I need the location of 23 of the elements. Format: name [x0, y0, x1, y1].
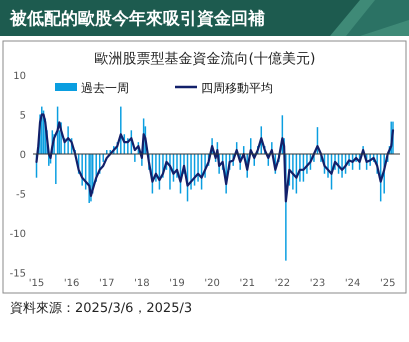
- x-tick-label: '18: [134, 278, 150, 289]
- x-tick-label: '22: [274, 278, 290, 289]
- y-tick-label: 5: [20, 110, 26, 122]
- x-tick-label: '23: [310, 278, 326, 289]
- y-tick-label: -5: [16, 190, 26, 200]
- x-tick-label: '25: [380, 278, 396, 289]
- chart-subtitle: 歐洲股票型基金資金流向(十億美元): [94, 51, 316, 67]
- x-tick-label: '20: [204, 278, 220, 289]
- line-series: [35, 113, 394, 202]
- x-tick-label: '16: [64, 278, 80, 289]
- x-tick-label: '17: [99, 278, 114, 289]
- x-tick-label: '24: [344, 278, 360, 289]
- source-note: 資料來源：2025/3/6，2025/3: [10, 301, 192, 316]
- x-tick-label: '21: [239, 278, 255, 289]
- y-tick-label: -10: [10, 229, 26, 240]
- x-tick-label: '19: [169, 278, 185, 289]
- x-tick-label: '15: [28, 278, 44, 289]
- legend-label: 四周移動平均: [201, 81, 273, 95]
- legend-label: 過去一周: [81, 81, 129, 95]
- y-tick-label: -15: [10, 268, 26, 280]
- y-tick-label: 10: [13, 71, 26, 82]
- chart-title: 被低配的歐股今年來吸引資金回補: [9, 9, 265, 29]
- y-tick-label: 0: [20, 150, 26, 161]
